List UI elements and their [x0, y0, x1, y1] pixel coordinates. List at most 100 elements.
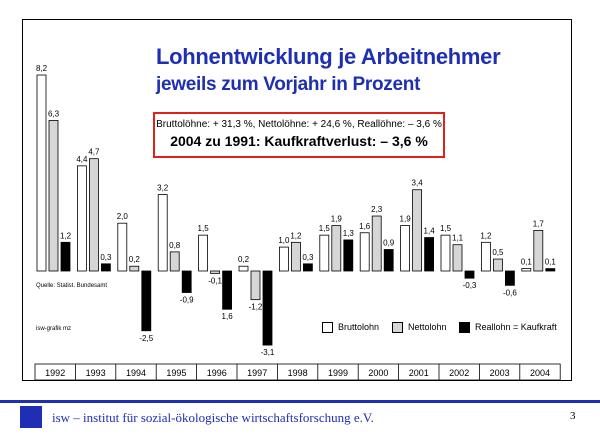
bar-real-1993	[101, 263, 111, 272]
data-label-real-1996: 1,6	[222, 312, 234, 321]
data-label-real-1997: -3,1	[261, 348, 275, 357]
tick-label-1998: 1998	[288, 368, 308, 378]
data-label-real-1993: 0,3	[100, 253, 112, 262]
data-label-brutto-1995: 3,2	[157, 184, 169, 193]
bar-netto-1998	[290, 241, 301, 272]
data-label-netto-1993: 4,7	[88, 148, 100, 157]
tick-label-1994: 1994	[126, 368, 146, 378]
bar-brutto-2004	[521, 268, 532, 272]
data-label-netto-1999: 1,9	[331, 215, 343, 224]
legend-swatch-netto	[392, 322, 403, 334]
bar-brutto-2001	[400, 225, 411, 272]
bar-real-2003	[504, 270, 515, 286]
chart-title: Lohnentwicklung je Arbeitnehmer	[156, 44, 501, 69]
data-label-netto-2001: 3,4	[412, 179, 424, 188]
bar-real-1998	[302, 263, 313, 272]
data-label-brutto-2000: 1,6	[359, 222, 371, 231]
legend-label-brutto: Bruttolohn	[338, 322, 380, 332]
data-label-brutto-1993: 4,4	[76, 155, 88, 164]
legend-label-real: Reallohn = Kaufkraft	[475, 322, 557, 332]
tick-label-2004: 2004	[530, 368, 550, 378]
summary-box: Bruttolöhne: + 31,3 %, Nettolöhne: + 24,…	[153, 112, 445, 158]
legend-swatch-brutto	[322, 322, 333, 334]
bar-brutto-1992	[36, 74, 47, 272]
bar-netto-1995	[169, 251, 180, 272]
chart-subtitle: jeweils zum Vorjahr in Prozent	[156, 74, 421, 95]
data-label-brutto-1999: 1,5	[319, 224, 331, 233]
bar-real-1994	[141, 270, 152, 332]
bar-netto-1999	[331, 225, 342, 272]
tick-label-2000: 2000	[368, 368, 388, 378]
data-label-brutto-1994: 2,0	[117, 212, 129, 221]
tick-label-2001: 2001	[409, 368, 429, 378]
bar-real-2002	[464, 270, 475, 279]
data-label-brutto-1996: 1,5	[198, 224, 210, 233]
tick-label-2003: 2003	[490, 368, 510, 378]
data-label-netto-1994: 0,2	[129, 255, 141, 264]
data-label-netto-1997: -1,2	[249, 303, 263, 312]
tick-label-1996: 1996	[207, 368, 227, 378]
summary-line-wages: Bruttolöhne: + 31,3 %, Nettolöhne: + 24,…	[156, 119, 442, 130]
legend-item-netto: Nettolohn	[392, 322, 447, 334]
data-label-real-1995: -0,9	[180, 296, 194, 305]
footer-text: isw – institut für sozial-ökologische wi…	[52, 410, 374, 425]
data-label-netto-1998: 1,2	[290, 231, 302, 240]
data-label-netto-2003: 0,5	[492, 248, 504, 257]
bar-real-2000	[383, 249, 394, 272]
bar-netto-1994	[129, 265, 140, 272]
tick-label-1997: 1997	[247, 368, 267, 378]
legend-swatch-real	[459, 322, 470, 334]
data-label-real-2002: -0,3	[463, 281, 477, 290]
data-label-netto-2004: 1,7	[533, 219, 545, 228]
bar-netto-1996	[210, 270, 221, 274]
bar-netto-2002	[452, 244, 463, 272]
tick-label-1992: 1992	[45, 368, 65, 378]
tick-label-1995: 1995	[166, 368, 186, 378]
data-label-real-2000: 0,9	[383, 238, 395, 247]
bar-real-1997	[262, 270, 273, 346]
legend-item-real: Reallohn = Kaufkraft	[459, 322, 557, 334]
page-number: 3	[570, 410, 576, 422]
graphic-note: isw-grafik mz	[36, 326, 72, 332]
bar-brutto-1993	[77, 165, 87, 272]
data-label-netto-2002: 1,1	[452, 234, 464, 243]
bar-netto-2004	[533, 229, 544, 272]
bar-netto-1992	[48, 120, 59, 272]
data-label-real-1998: 0,3	[302, 253, 314, 262]
legend-item-brutto: Bruttolohn	[322, 322, 380, 334]
data-label-netto-1995: 0,8	[169, 241, 181, 250]
data-label-brutto-1997: 0,2	[238, 255, 250, 264]
bar-brutto-1994	[117, 222, 128, 272]
category-axis	[34, 363, 561, 381]
data-label-real-1994: -2,5	[139, 334, 153, 343]
bar-real-1992	[60, 241, 71, 272]
chart-frame	[22, 19, 572, 381]
data-label-real-2003: -0,6	[503, 288, 517, 297]
bar-brutto-2003	[480, 241, 491, 272]
bar-netto-2000	[371, 215, 382, 272]
data-label-netto-1992: 6,3	[48, 109, 60, 118]
data-label-brutto-2002: 1,5	[440, 224, 452, 233]
data-label-brutto-2004: 0,1	[521, 258, 533, 267]
bar-brutto-1998	[278, 246, 289, 272]
bar-real-1996	[222, 270, 233, 310]
data-label-real-1992: 1,2	[60, 231, 72, 240]
bar-brutto-2000	[359, 232, 370, 272]
footer-rule	[0, 400, 600, 403]
bar-real-1995	[181, 270, 192, 293]
institute-logo	[20, 406, 42, 428]
legend-label-netto: Nettolohn	[408, 322, 447, 332]
data-label-netto-1996: -0,1	[208, 276, 222, 285]
bar-brutto-1997	[238, 265, 249, 272]
tick-label-1993: 1993	[86, 368, 106, 378]
bar-real-2001	[424, 237, 435, 272]
bar-brutto-1996	[198, 234, 209, 272]
bar-netto-2001	[412, 189, 423, 272]
data-label-real-2004: 0,1	[545, 258, 557, 267]
data-label-brutto-1998: 1,0	[278, 236, 290, 245]
bar-netto-1993	[89, 158, 99, 272]
bar-brutto-2002	[440, 234, 451, 272]
summary-line-purchasing-power: 2004 zu 1991: Kaufkraftverlust: – 3,6 %	[170, 133, 428, 149]
data-label-brutto-2001: 1,9	[400, 215, 412, 224]
